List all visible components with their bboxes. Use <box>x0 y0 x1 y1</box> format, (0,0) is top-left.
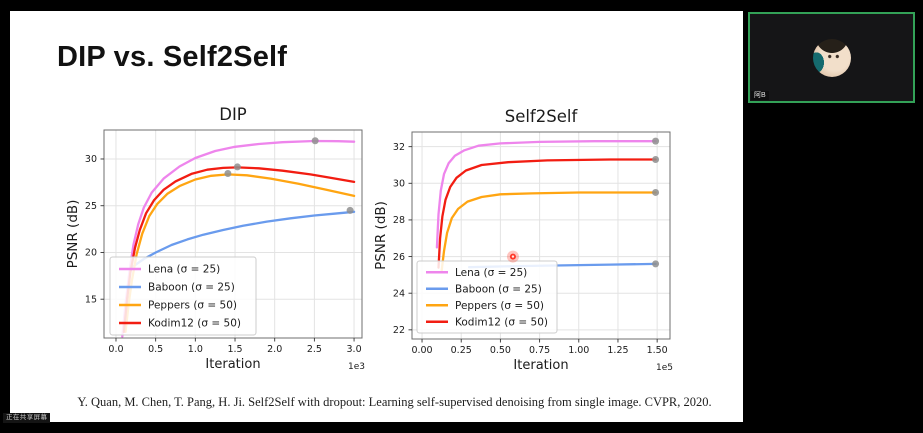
participant-video-tile[interactable]: 阿B <box>748 12 915 103</box>
x-tick-label: 0.00 <box>411 345 432 356</box>
y-tick-label: 30 <box>393 178 405 189</box>
x-tick-label: 0.5 <box>148 344 163 355</box>
best-psnr-marker <box>652 155 660 163</box>
legend-label: Baboon (σ = 25) <box>148 282 235 294</box>
best-psnr-marker <box>652 188 660 196</box>
participant-avatar <box>812 38 851 77</box>
best-psnr-marker <box>224 169 232 177</box>
x-axis-label: Iteration <box>205 357 260 372</box>
y-tick-label: 30 <box>85 154 97 165</box>
x-axis-offset: 1e5 <box>656 363 673 373</box>
x-tick-label: 0.0 <box>108 344 123 355</box>
screen-share-watermark: 正在共享屏幕 <box>3 413 51 423</box>
x-tick-label: 1.00 <box>568 345 589 356</box>
chart-title: Self2Self <box>505 107 579 126</box>
legend-label: Kodim12 (σ = 50) <box>455 316 548 328</box>
y-tick-label: 28 <box>393 215 405 226</box>
x-tick-label: 0.25 <box>451 345 472 356</box>
x-axis-label: Iteration <box>513 358 568 373</box>
y-axis-label: PSNR (dB) <box>65 200 81 269</box>
plot-border <box>411 131 671 340</box>
y-tick-label: 26 <box>393 252 405 263</box>
x-axis-offset: 1e3 <box>348 362 365 372</box>
y-tick-label: 24 <box>393 288 405 299</box>
best-psnr-marker <box>652 260 660 268</box>
axes: 0.00 0.25 0.50 0.75 1.00 1.25 1.50 22 24 26 28 30 32… <box>373 107 673 373</box>
x-tick-label: 0.75 <box>529 345 550 356</box>
x-tick-label: 1.0 <box>188 344 203 355</box>
slide-title: DIP vs. Self2Self <box>57 41 288 73</box>
grid <box>104 130 362 338</box>
series-line-peppers <box>440 191 657 273</box>
series-line-kodim12 <box>437 158 657 269</box>
dip-chart: 0.0 0.5 1.0 1.5 2.0 2.5 3.0 15 20 25 30 1e3 Iteratio… <box>65 105 365 372</box>
x-tick-label: 1.50 <box>647 345 668 356</box>
participant-name-label: 阿B <box>751 91 769 100</box>
legend-label: Kodim12 (σ = 50) <box>148 318 241 330</box>
legend-label: Lena (σ = 25) <box>148 264 220 276</box>
y-tick-label: 15 <box>85 294 97 305</box>
legend-label: Peppers (σ = 50) <box>148 300 237 312</box>
series-line-baboon <box>129 210 356 270</box>
legend: Lena (σ = 25) Baboon (σ = 25) Peppers (σ =… <box>109 256 257 336</box>
legend-label: Peppers (σ = 50) <box>455 300 544 312</box>
series-line-lena <box>121 139 356 338</box>
presentation-slide: DIP vs. Self2Self 0.0 0.5 1.0 1.5 2.0 2.5 3.0 1… <box>10 11 743 422</box>
x-tick-label: 2.5 <box>307 344 322 355</box>
x-tick-label: 1.5 <box>227 344 242 355</box>
x-tick-label: 3.0 <box>347 344 362 355</box>
best-psnr-marker <box>346 206 354 214</box>
self2self-chart: 0.00 0.25 0.50 0.75 1.00 1.25 1.50 22 24 26 28 30 32… <box>373 107 673 373</box>
legend-label: Baboon (σ = 25) <box>455 283 542 295</box>
series-line-lena <box>435 140 657 249</box>
x-tick-label: 2.0 <box>267 344 282 355</box>
legend-label: Lena (σ = 25) <box>455 267 527 279</box>
best-psnr-marker <box>652 137 660 145</box>
best-psnr-marker <box>311 137 319 145</box>
x-tick-label: 1.25 <box>607 345 628 356</box>
legend: Lena (σ = 25) Baboon (σ = 25) Peppers (σ =… <box>416 260 558 334</box>
series-line-kodim12 <box>122 166 356 334</box>
plot-border <box>103 129 363 339</box>
best-psnr-marker <box>233 163 241 171</box>
y-tick-label: 20 <box>85 248 97 259</box>
y-tick-label: 22 <box>393 325 405 336</box>
y-tick-label: 25 <box>85 201 97 212</box>
citation: Y. Quan, M. Chen, T. Pang, H. Ji. Self2S… <box>77 395 712 409</box>
laser-pointer-dot <box>506 250 519 263</box>
y-axis-label: PSNR (dB) <box>373 201 389 270</box>
chart-title: DIP <box>219 105 247 124</box>
axes: 0.0 0.5 1.0 1.5 2.0 2.5 3.0 15 20 25 30 1e3 Iteratio… <box>65 105 365 372</box>
x-tick-label: 0.50 <box>490 345 511 356</box>
y-tick-label: 32 <box>393 142 405 153</box>
